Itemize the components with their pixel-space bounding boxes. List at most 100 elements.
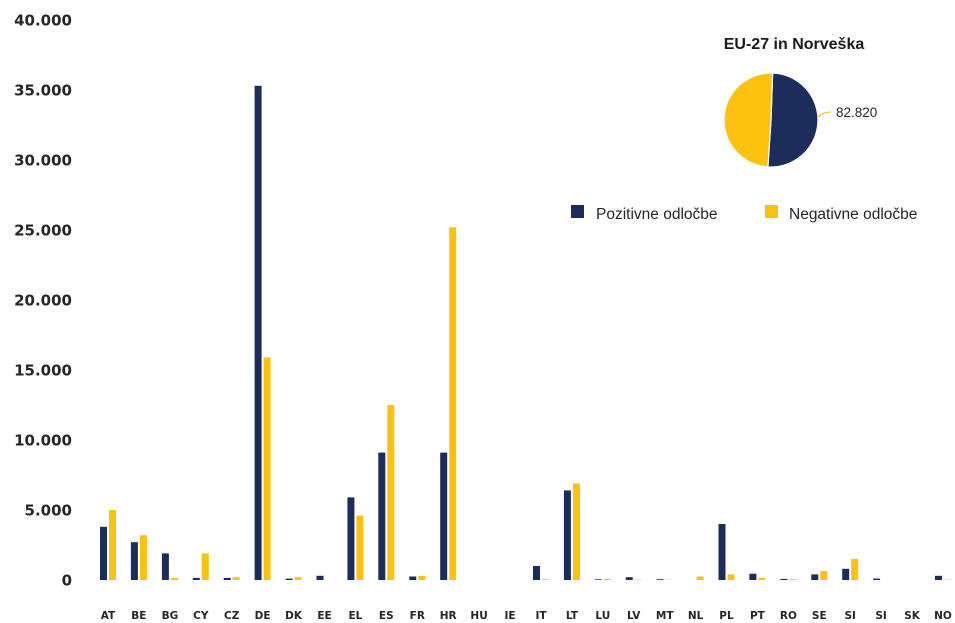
x-tick-label: LV bbox=[627, 610, 641, 622]
bar-negative bbox=[109, 510, 116, 580]
bar-negative bbox=[572, 483, 580, 580]
y-tick-label: 5.000 bbox=[25, 502, 72, 520]
x-tick-label: SI bbox=[844, 610, 855, 622]
bar-positive bbox=[223, 577, 231, 580]
y-axis: 0 5.000 10.000 15.000 20.000 25.000 30.000 35.0… bbox=[14, 12, 72, 590]
y-tick-label: 40.000 bbox=[14, 12, 72, 30]
bar-positive bbox=[811, 574, 819, 580]
bar-positive bbox=[842, 568, 850, 580]
bar-negative bbox=[820, 570, 828, 580]
bar-negative bbox=[170, 577, 178, 580]
bar-positive bbox=[100, 526, 107, 580]
bar-positive bbox=[780, 578, 788, 580]
bar-negative bbox=[727, 574, 735, 580]
bar-negative bbox=[263, 357, 271, 580]
pie-slice-positive bbox=[767, 72, 819, 168]
bar-negative bbox=[201, 553, 209, 580]
pie-leader-line bbox=[817, 111, 832, 118]
y-tick-label: 10.000 bbox=[14, 432, 72, 450]
bar-positive bbox=[873, 578, 881, 580]
bar-positive bbox=[440, 452, 448, 580]
bar-positive bbox=[594, 579, 602, 580]
bar-positive bbox=[285, 578, 293, 580]
x-tick-label: IT bbox=[535, 610, 547, 622]
x-tick-label: SI bbox=[875, 610, 886, 622]
bar-negative bbox=[789, 579, 797, 580]
y-tick-label: 30.000 bbox=[14, 152, 72, 170]
legend-item-negative: Negativne odločbe bbox=[765, 205, 917, 223]
x-tick-label: RO bbox=[780, 610, 797, 622]
x-tick-label: LU bbox=[595, 610, 610, 622]
legend-swatch-positive bbox=[571, 205, 584, 218]
bar-negative bbox=[387, 405, 395, 580]
x-tick-label: HR bbox=[440, 610, 457, 622]
bar-positive bbox=[192, 577, 200, 580]
legend-label-negative: Negativne odločbe bbox=[789, 206, 917, 223]
x-tick-label: AT bbox=[101, 610, 116, 622]
x-axis: AT BE BG CY CZ DE DK EE EL ES FR HR HU IE IT LT LU LV MT NL… bbox=[101, 610, 952, 622]
y-tick-label: 25.000 bbox=[14, 222, 72, 240]
x-tick-label: IE bbox=[504, 610, 515, 622]
bar-negative bbox=[232, 577, 240, 580]
x-tick-label: HU bbox=[470, 610, 487, 622]
pie-slice-label: 82.820 bbox=[836, 105, 877, 120]
x-tick-label: LT bbox=[566, 610, 579, 622]
bar-negative bbox=[851, 559, 859, 580]
x-tick-label: PL bbox=[719, 610, 734, 622]
x-tick-label: SK bbox=[904, 610, 921, 622]
bar-negative bbox=[696, 576, 704, 580]
x-tick-label: FR bbox=[410, 610, 425, 622]
legend-swatch-negative bbox=[765, 205, 778, 218]
bar-positive bbox=[563, 490, 571, 580]
bar-positive bbox=[347, 497, 355, 580]
bar-positive bbox=[254, 85, 262, 581]
x-tick-label: CY bbox=[193, 610, 209, 622]
x-tick-label: DE bbox=[255, 610, 271, 622]
x-tick-label: BE bbox=[131, 610, 146, 622]
bar-series bbox=[100, 85, 951, 581]
pie-title: EU-27 in Norveška bbox=[724, 36, 865, 53]
x-tick-label: EE bbox=[317, 610, 331, 622]
bar-negative bbox=[139, 535, 147, 580]
pie-slices bbox=[723, 72, 819, 168]
bar-negative bbox=[294, 577, 302, 580]
y-tick-label: 0 bbox=[62, 572, 72, 590]
y-tick-label: 35.000 bbox=[14, 82, 72, 100]
bar-positive bbox=[130, 542, 138, 580]
bar-positive bbox=[316, 575, 324, 580]
bar-positive bbox=[161, 553, 169, 580]
bar-negative bbox=[418, 575, 426, 580]
bar-negative bbox=[449, 227, 457, 580]
x-tick-label: ES bbox=[379, 610, 394, 622]
x-tick-label: BG bbox=[162, 610, 179, 622]
bar-negative bbox=[542, 579, 549, 580]
legend: Pozitivne odločbe Negativne odločbe bbox=[571, 205, 917, 223]
bar-positive bbox=[749, 573, 757, 580]
pie-chart: EU-27 in Norveška 82.820 bbox=[723, 36, 877, 168]
x-tick-label: DK bbox=[285, 610, 303, 622]
bar-positive bbox=[625, 577, 633, 580]
bar-positive bbox=[656, 579, 664, 580]
x-tick-label: CZ bbox=[224, 610, 240, 622]
legend-item-positive: Pozitivne odločbe bbox=[571, 205, 718, 223]
bar-positive bbox=[409, 576, 417, 580]
pie-slice-negative bbox=[723, 72, 774, 168]
x-tick-label: PT bbox=[750, 610, 766, 622]
legend-label-positive: Pozitivne odločbe bbox=[596, 206, 718, 223]
bar-positive bbox=[378, 452, 386, 580]
x-tick-label: MT bbox=[656, 610, 674, 622]
x-tick-label: NO bbox=[934, 610, 952, 622]
bar-positive bbox=[935, 575, 942, 580]
bar-negative bbox=[603, 578, 611, 580]
bar-positive bbox=[533, 566, 540, 580]
x-tick-label: NL bbox=[688, 610, 704, 622]
x-tick-label: SE bbox=[812, 610, 827, 622]
y-tick-label: 20.000 bbox=[14, 292, 72, 310]
bar-negative bbox=[758, 577, 766, 580]
y-tick-label: 15.000 bbox=[14, 362, 72, 380]
bar-positive bbox=[718, 524, 726, 580]
bar-negative bbox=[356, 515, 364, 580]
x-tick-label: EL bbox=[348, 610, 362, 622]
